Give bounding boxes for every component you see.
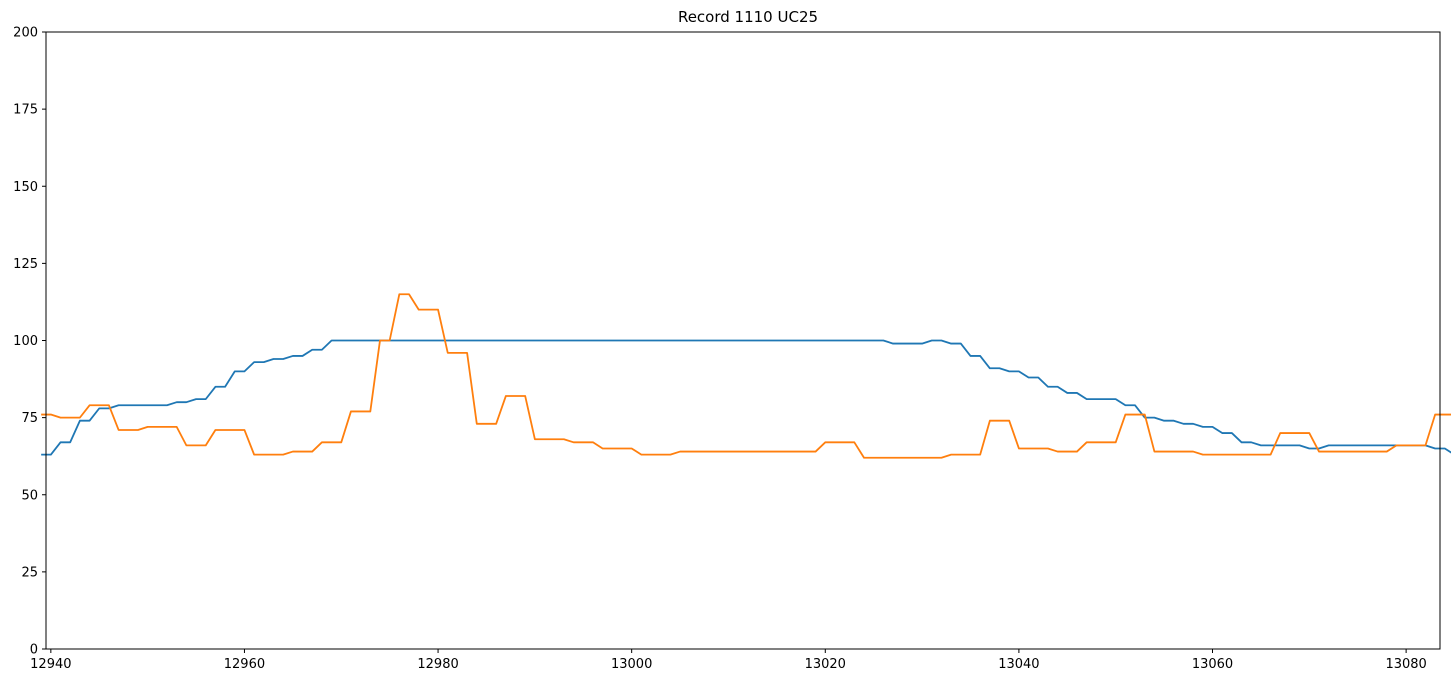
x-tick-label: 13040	[998, 657, 1039, 672]
x-tick-label: 12960	[224, 657, 265, 672]
x-tick-label: 13080	[1385, 657, 1426, 672]
y-tick-label: 150	[13, 180, 38, 195]
axes-frame	[45, 31, 1441, 650]
series-line-1	[41, 339, 1451, 456]
x-tick-label: 13000	[611, 657, 652, 672]
y-tick-label: 0	[30, 643, 38, 658]
y-tick-label: 75	[21, 411, 38, 426]
x-tick-label: 13020	[805, 657, 846, 672]
chart-title: Record 1110 UC25	[678, 8, 818, 26]
y-tick-label: 100	[13, 334, 38, 349]
x-tick-label: 12940	[30, 657, 71, 672]
series-line-2	[41, 293, 1451, 459]
x-tick-label: 13060	[1192, 657, 1233, 672]
y-axis: 0 25 50 75 100 125 150 175 200	[13, 26, 46, 658]
plot-area	[41, 293, 1451, 459]
y-tick-label: 125	[13, 257, 38, 272]
y-tick-label: 50	[21, 488, 38, 503]
y-tick-label: 175	[13, 103, 38, 118]
x-axis: 12940 12960 12980 13000 13020 13040 13060 13080	[30, 649, 1427, 672]
y-tick-label: 200	[13, 26, 38, 41]
x-tick-label: 12980	[417, 657, 458, 672]
y-tick-label: 25	[21, 565, 38, 580]
